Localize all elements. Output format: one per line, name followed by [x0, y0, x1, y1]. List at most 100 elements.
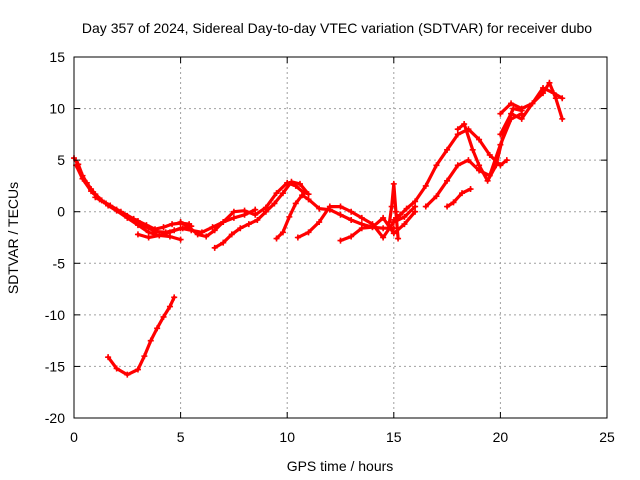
- series-arc-9: [338, 210, 417, 243]
- data-point: [237, 225, 244, 232]
- data-point: [292, 200, 299, 207]
- data-point: [433, 193, 440, 200]
- y-tick-label: -20: [45, 410, 65, 426]
- data-point: [337, 237, 344, 244]
- data-point: [262, 208, 269, 215]
- data-point: [203, 233, 210, 240]
- data-point: [390, 230, 397, 237]
- data-point: [271, 200, 278, 207]
- data-point: [171, 294, 178, 301]
- data-point: [252, 206, 259, 213]
- data-point: [230, 214, 237, 221]
- data-point: [540, 84, 547, 91]
- data-point: [154, 325, 161, 332]
- y-tick-label: -5: [53, 255, 66, 271]
- data-point: [113, 365, 120, 372]
- data-point: [211, 227, 218, 234]
- data-point: [166, 229, 173, 236]
- data-point: [450, 199, 457, 206]
- data-point: [459, 190, 466, 197]
- grid-layer: [74, 57, 607, 418]
- series-arc-15: [106, 295, 176, 377]
- x-tick-label: 0: [70, 429, 78, 445]
- data-point: [160, 224, 167, 231]
- data-point: [358, 225, 365, 232]
- data-point: [134, 231, 141, 238]
- data-point: [134, 366, 141, 373]
- data-point: [230, 208, 237, 215]
- x-tick-label: 25: [599, 429, 615, 445]
- x-tick-label: 10: [279, 429, 295, 445]
- data-point: [403, 205, 410, 212]
- data-point: [102, 200, 109, 207]
- data-point: [220, 219, 227, 226]
- data-point: [177, 219, 184, 226]
- data-point: [273, 235, 280, 242]
- data-point: [316, 205, 323, 212]
- y-tick-label: 0: [57, 204, 65, 220]
- data-point: [518, 115, 525, 122]
- data-point: [145, 229, 152, 236]
- data-point: [286, 213, 293, 220]
- data-point: [105, 354, 112, 361]
- x-axis-label: GPS time / hours: [287, 458, 394, 474]
- data-point: [397, 211, 404, 218]
- data-point: [390, 180, 397, 187]
- data-point: [476, 136, 483, 143]
- y-axis-label: SDTVAR / TECUs: [5, 182, 21, 294]
- data-point: [369, 224, 376, 231]
- data-point: [124, 371, 131, 378]
- data-point: [529, 100, 536, 107]
- data-point: [156, 232, 163, 239]
- chart-title: Day 357 of 2024, Sidereal Day-to-day VTE…: [82, 20, 592, 36]
- data-point: [486, 151, 493, 158]
- data-point: [160, 313, 167, 320]
- data-point: [493, 162, 500, 169]
- data-point: [177, 236, 184, 243]
- data-point: [145, 234, 152, 241]
- data-point: [412, 208, 419, 215]
- data-point: [245, 221, 252, 228]
- data-point: [380, 214, 387, 221]
- data-point: [461, 121, 468, 128]
- data-point: [444, 177, 451, 184]
- data-point: [395, 235, 402, 242]
- data-point: [401, 213, 408, 220]
- data-point: [228, 231, 235, 238]
- data-point: [348, 216, 355, 223]
- data-point: [124, 212, 131, 219]
- data-point: [465, 157, 472, 164]
- data-point: [380, 234, 387, 241]
- data-point: [305, 229, 312, 236]
- data-point: [316, 219, 323, 226]
- data-point: [380, 225, 387, 232]
- data-point: [444, 146, 451, 153]
- data-point: [294, 234, 301, 241]
- y-tick-label: 10: [49, 101, 65, 117]
- data-point: [141, 353, 148, 360]
- data-point: [241, 207, 248, 214]
- data-point: [288, 178, 295, 185]
- data-point: [559, 95, 566, 102]
- data-point: [305, 191, 312, 198]
- series-arc-16: [445, 187, 473, 209]
- data-point: [92, 194, 99, 201]
- data-point: [454, 162, 461, 169]
- data-point: [484, 177, 491, 184]
- data-point: [422, 182, 429, 189]
- data-point: [134, 217, 141, 224]
- data-point: [358, 214, 365, 221]
- data-point: [305, 196, 312, 203]
- data-point: [186, 224, 193, 231]
- data-point: [546, 79, 553, 86]
- data-point: [279, 190, 286, 197]
- data-point: [254, 216, 261, 223]
- data-point: [510, 105, 517, 112]
- x-tick-label: 20: [493, 429, 509, 445]
- data-point: [177, 225, 184, 232]
- data-point: [386, 219, 393, 226]
- data-point: [211, 244, 218, 251]
- y-tick-label: -15: [45, 358, 65, 374]
- data-point: [392, 208, 399, 215]
